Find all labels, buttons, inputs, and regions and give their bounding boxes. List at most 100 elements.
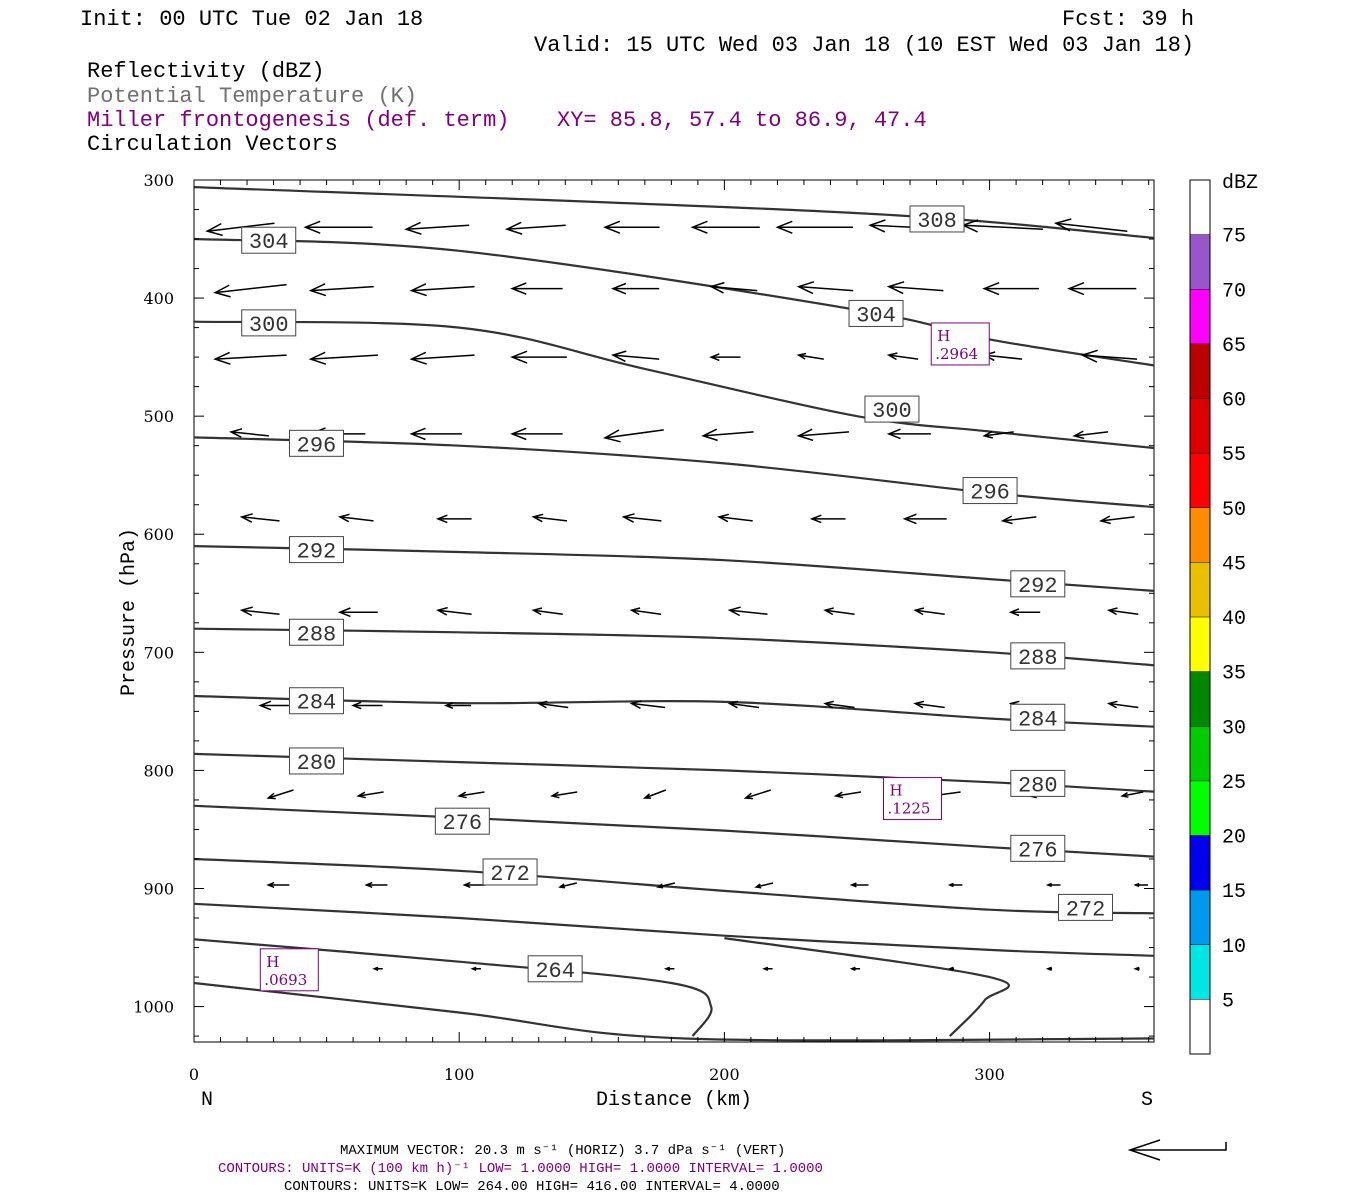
circulation-vector	[536, 700, 569, 709]
isentrope-line	[193, 320, 1155, 450]
isentrope-label: 296	[297, 433, 337, 458]
x-tick-label: 100	[444, 1065, 475, 1084]
colorbar-level-label: 40	[1222, 608, 1246, 631]
circulation-vector	[663, 966, 675, 971]
isentrope-line	[193, 237, 1155, 367]
colorbar-level-label: 65	[1222, 335, 1246, 358]
circulation-vector	[629, 607, 662, 616]
fronto-max-label: H	[890, 782, 903, 800]
circulation-vector	[308, 351, 378, 365]
circulation-vector	[886, 281, 944, 295]
colorbar-swatch	[1190, 234, 1210, 290]
circulation-vector	[809, 514, 846, 524]
y-tick-label: 300	[143, 171, 174, 190]
circulation-vector	[796, 352, 824, 360]
isentrope-line	[193, 902, 1155, 957]
isentrope-line	[193, 981, 1155, 1042]
circulation-vector	[602, 429, 664, 443]
colorbar-swatch	[1190, 944, 1210, 1000]
colorbar-swatch	[1190, 507, 1210, 563]
isentrope-label: 280	[1018, 773, 1058, 798]
circulation-vector	[404, 221, 470, 235]
y-axis-title: Pressure (hPa)	[118, 528, 141, 696]
colorbar-level-label: 60	[1222, 390, 1246, 413]
circulation-vector	[709, 281, 758, 294]
circulation-vector	[229, 428, 269, 438]
plot-frame	[193, 179, 1155, 1043]
reference-vector	[1127, 1139, 1227, 1161]
circulation-vector	[796, 428, 850, 442]
colorbar-swatch	[1190, 453, 1210, 508]
circulation-vector	[833, 791, 862, 799]
isentrope-label: 308	[917, 209, 957, 234]
circulation-vector	[727, 700, 760, 709]
isentrope-label: 292	[1018, 574, 1058, 599]
isentrope-label-box	[1010, 642, 1066, 670]
colorbar-level-label: 35	[1222, 663, 1246, 686]
circulation-vector	[239, 513, 280, 523]
isentrope-label-box	[1058, 893, 1114, 921]
isentrope-label: 264	[535, 959, 575, 984]
colorbar-swatch	[1190, 562, 1210, 617]
circulation-vector	[531, 513, 568, 523]
colorbar-level-label: 5	[1222, 990, 1234, 1013]
isentrope-label-box	[1010, 834, 1066, 862]
isentrope-label-box	[1010, 570, 1066, 598]
circulation-vector	[656, 882, 676, 889]
isentrope-layer	[193, 186, 1155, 1042]
isentrope-label: 292	[297, 540, 337, 565]
circulation-vector	[213, 283, 287, 298]
circulation-vector	[902, 513, 947, 525]
fronto-max-box	[259, 948, 319, 992]
isentrope-label-box	[1010, 703, 1066, 731]
x-tick-label: 0	[189, 1065, 199, 1084]
circulation-vector	[1106, 700, 1139, 709]
isentrope-label: 272	[1066, 897, 1106, 922]
circulation-vector	[982, 430, 1014, 439]
fronto-max-label: H	[937, 327, 950, 345]
circulation-vector	[1120, 791, 1144, 798]
colorbar-unit: dBZ	[1222, 172, 1258, 195]
isentrope-line	[193, 186, 1155, 239]
isentrope-label-box	[288, 687, 344, 715]
x-left-end-label: N	[201, 1089, 213, 1112]
isentrope-label-box	[848, 299, 904, 327]
circulation-vector	[205, 222, 275, 237]
fronto-contour-info: CONTOURS: UNITS=K (100 km h)⁻¹ LOW= 1.00…	[218, 1161, 823, 1177]
circulation-vector	[1098, 515, 1135, 525]
isentrope-line	[193, 857, 1155, 915]
circulation-vector	[1053, 218, 1128, 232]
circulation-vector	[982, 282, 1039, 296]
circulation-vector	[913, 607, 945, 616]
colorbar-level-label: 50	[1222, 499, 1246, 522]
circulation-vector	[239, 606, 280, 617]
isentrope-label: 304	[856, 303, 896, 328]
isentrope-label-box	[434, 807, 490, 835]
colorbar-level-label: 15	[1222, 881, 1246, 904]
circulation-vector	[409, 427, 462, 441]
colorbar-level-label: 70	[1222, 280, 1246, 303]
circulation-vector	[709, 353, 741, 362]
isentrope-label-box	[288, 618, 344, 646]
circulation-vector	[602, 220, 660, 234]
circulation-vector	[308, 283, 374, 297]
isentrope-line	[724, 937, 1010, 1037]
x-right-end-label: S	[1141, 1089, 1153, 1112]
circulation-vector	[510, 350, 567, 364]
circulation-vector	[982, 351, 1023, 362]
x-axis-title: Distance (km)	[596, 1089, 752, 1112]
isentrope-label: 288	[297, 622, 337, 647]
colorbar-level-label: 20	[1222, 827, 1246, 850]
circulation-vector	[409, 283, 475, 297]
isentrope-label-box	[288, 747, 344, 775]
field-reflectivity: Reflectivity (dBZ)	[87, 59, 325, 84]
circulation-vector	[504, 221, 566, 235]
isentrope-label: 280	[297, 751, 337, 776]
colorbar-swatch	[1190, 999, 1210, 1054]
circulation-vector	[849, 882, 869, 888]
circulation-vector	[762, 966, 773, 971]
circulation-vector	[1067, 282, 1137, 296]
isentrope-label: 284	[297, 691, 337, 716]
colorbar-swatch	[1190, 617, 1210, 672]
